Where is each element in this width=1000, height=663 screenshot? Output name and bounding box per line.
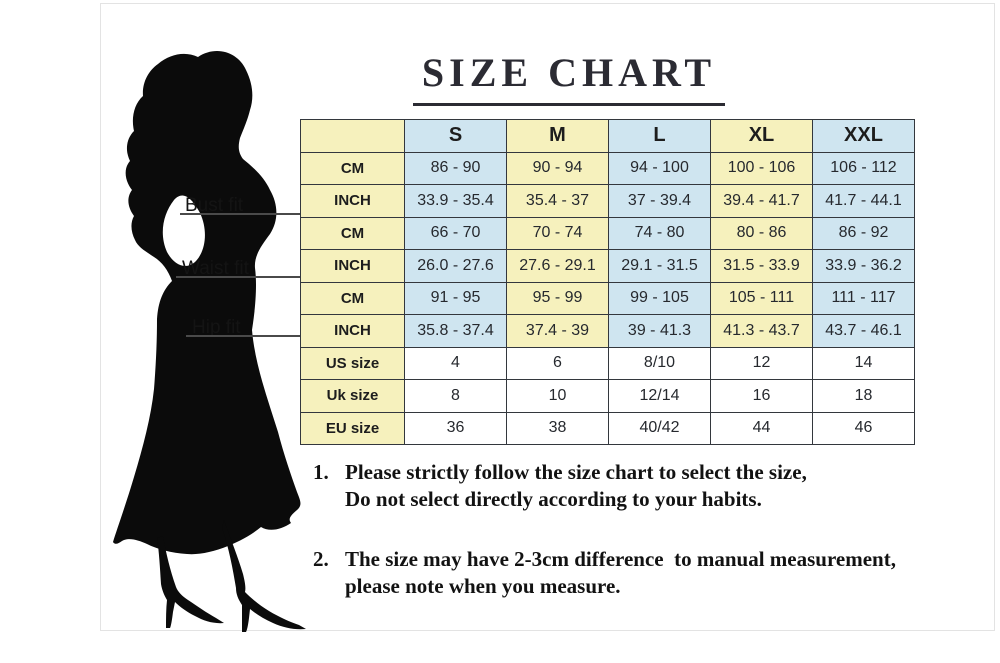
size-cell: 66 - 70	[404, 216, 507, 250]
size-cell: 37 - 39.4	[608, 184, 711, 218]
size-cell: 39 - 41.3	[608, 314, 711, 348]
table-row: Uk size 8 10 12/14 16 18	[300, 379, 915, 413]
size-cell: 33.9 - 36.2	[812, 249, 915, 283]
size-col-header: M	[506, 119, 609, 153]
hip-fit-label: Hip fit	[192, 317, 241, 338]
table-row: INCH 35.8 - 37.4 37.4 - 39 39 - 41.3 41.3 - …	[300, 314, 915, 348]
waist-pointer-line	[176, 276, 301, 278]
size-cell: 111 - 117	[812, 281, 915, 315]
size-cell: 12	[710, 346, 813, 380]
size-cell: 90 - 94	[506, 151, 609, 185]
size-cell: 99 - 105	[608, 281, 711, 315]
size-cell: 41.7 - 44.1	[812, 184, 915, 218]
hip-pointer-line	[186, 335, 301, 337]
table-row: INCH 33.9 - 35.4 35.4 - 37 37 - 39.4 39.4 - …	[300, 184, 915, 218]
size-cell: 18	[812, 379, 915, 413]
size-cell: 80 - 86	[710, 216, 813, 250]
row-label: CM	[300, 151, 405, 185]
table-row: CM 91 - 95 95 - 99 99 - 105 105 - 111 111 - 1…	[300, 281, 915, 315]
size-cell: 100 - 106	[710, 151, 813, 185]
size-cell: 29.1 - 31.5	[608, 249, 711, 283]
size-cell: 27.6 - 29.1	[506, 249, 609, 283]
size-cell: 40/42	[608, 411, 711, 445]
table-row: CM 66 - 70 70 - 74 74 - 80 80 - 86 86 - 92	[300, 216, 915, 250]
note-1: 1. Please strictly follow the size chart…	[313, 459, 807, 513]
note-1-line-1: Please strictly follow the size chart to…	[345, 460, 807, 484]
size-cell: 86 - 92	[812, 216, 915, 250]
size-cell: 70 - 74	[506, 216, 609, 250]
bust-pointer-line	[180, 213, 301, 215]
corner-cell	[300, 119, 405, 153]
bust-fit-label: Bust fit	[185, 195, 244, 216]
size-cell: 105 - 111	[710, 281, 813, 315]
size-col-header: XL	[710, 119, 813, 153]
row-label: EU size	[300, 411, 405, 445]
row-label: Uk size	[300, 379, 405, 413]
table-row: US size 4 6 8/10 12 14	[300, 346, 915, 380]
size-cell: 31.5 - 33.9	[710, 249, 813, 283]
note-2-line-1: The size may have 2-3cm difference to ma…	[345, 547, 896, 571]
size-cell: 8	[404, 379, 507, 413]
size-cell: 86 - 90	[404, 151, 507, 185]
size-cell: 8/10	[608, 346, 711, 380]
size-cell: 43.7 - 46.1	[812, 314, 915, 348]
size-cell: 35.8 - 37.4	[404, 314, 507, 348]
size-header-row: S M L XL XXL	[300, 119, 915, 153]
size-cell: 10	[506, 379, 609, 413]
size-col-header: L	[608, 119, 711, 153]
page-title: SIZE CHART	[413, 49, 725, 106]
table-row: EU size 36 38 40/42 44 46	[300, 411, 915, 445]
row-label: INCH	[300, 249, 405, 283]
size-cell: 33.9 - 35.4	[404, 184, 507, 218]
note-1-line-2: Do not select directly according to your…	[345, 487, 762, 511]
size-cell: 39.4 - 41.7	[710, 184, 813, 218]
size-col-header: S	[404, 119, 507, 153]
size-cell: 14	[812, 346, 915, 380]
size-cell: 74 - 80	[608, 216, 711, 250]
row-label: INCH	[300, 184, 405, 218]
note-2-number: 2.	[313, 547, 329, 571]
table-row: CM 86 - 90 90 - 94 94 - 100 100 - 106 106 - 1…	[300, 151, 915, 185]
row-label: CM	[300, 281, 405, 315]
size-cell: 26.0 - 27.6	[404, 249, 507, 283]
row-label: US size	[300, 346, 405, 380]
size-cell: 46	[812, 411, 915, 445]
row-label: CM	[300, 216, 405, 250]
size-cell: 12/14	[608, 379, 711, 413]
size-cell: 94 - 100	[608, 151, 711, 185]
size-cell: 91 - 95	[404, 281, 507, 315]
size-cell: 106 - 112	[812, 151, 915, 185]
row-label: INCH	[300, 314, 405, 348]
size-cell: 16	[710, 379, 813, 413]
size-table: S M L XL XXL CM 86 - 90 90 - 94 94 - 100 100 - 10…	[300, 119, 915, 445]
size-cell: 41.3 - 43.7	[710, 314, 813, 348]
waist-fit-label: Waist fit	[182, 258, 249, 279]
size-cell: 4	[404, 346, 507, 380]
size-cell: 35.4 - 37	[506, 184, 609, 218]
size-cell: 36	[404, 411, 507, 445]
note-1-number: 1.	[313, 460, 329, 484]
note-2-line-2: please note when you measure.	[345, 574, 621, 598]
size-col-header: XXL	[812, 119, 915, 153]
size-cell: 38	[506, 411, 609, 445]
size-cell: 44	[710, 411, 813, 445]
note-2: 2. The size may have 2-3cm difference to…	[313, 546, 896, 600]
size-cell: 37.4 - 39	[506, 314, 609, 348]
size-cell: 6	[506, 346, 609, 380]
size-cell: 95 - 99	[506, 281, 609, 315]
table-row: INCH 26.0 - 27.6 27.6 - 29.1 29.1 - 31.5 31.…	[300, 249, 915, 283]
